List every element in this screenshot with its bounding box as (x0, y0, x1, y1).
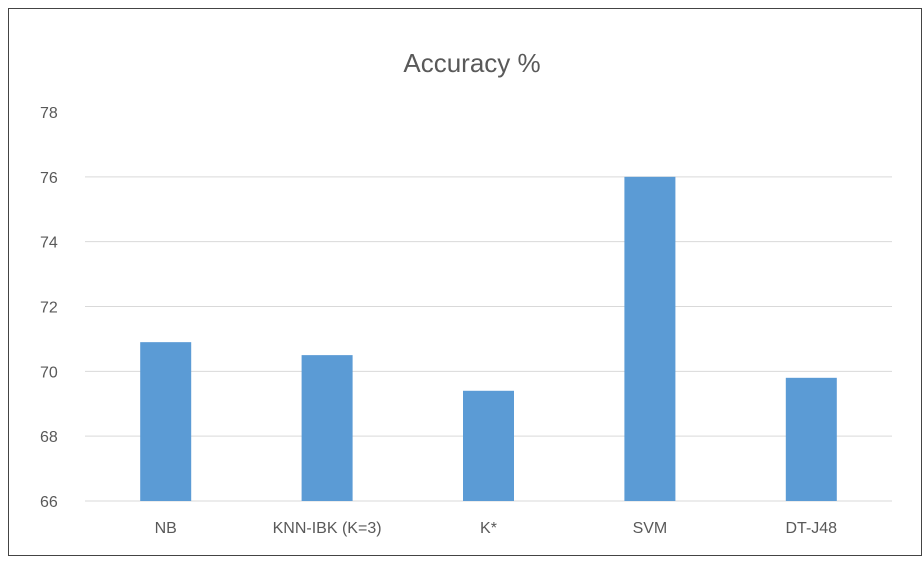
bar-1 (301, 355, 353, 501)
category-label: DT-J48 (786, 520, 838, 537)
category-label: K* (480, 520, 497, 537)
y-tick-label: 68 (40, 429, 58, 446)
bar-2 (463, 390, 514, 501)
y-tick-label: 74 (40, 235, 58, 252)
y-tick-label: 78 (40, 105, 58, 122)
bar-4 (785, 377, 837, 501)
category-label: SVM (633, 520, 668, 537)
bars (140, 176, 837, 502)
y-tick-label: 70 (40, 364, 58, 381)
category-label: NB (155, 520, 177, 537)
bar-3 (624, 176, 676, 502)
bar-0 (140, 342, 192, 501)
chart-title: Accuracy % (403, 48, 540, 78)
y-tick-label: 66 (40, 494, 58, 511)
y-tick-label: 76 (40, 170, 58, 187)
y-tick-label: 72 (40, 300, 58, 317)
x-axis-categories: NB KNN-IBK (K=3) K* SVM DT-J48 (155, 520, 838, 537)
category-label: KNN-IBK (K=3) (273, 520, 382, 537)
y-axis-ticks: 66 68 70 72 74 76 78 (40, 105, 58, 511)
gridlines (85, 176, 892, 502)
